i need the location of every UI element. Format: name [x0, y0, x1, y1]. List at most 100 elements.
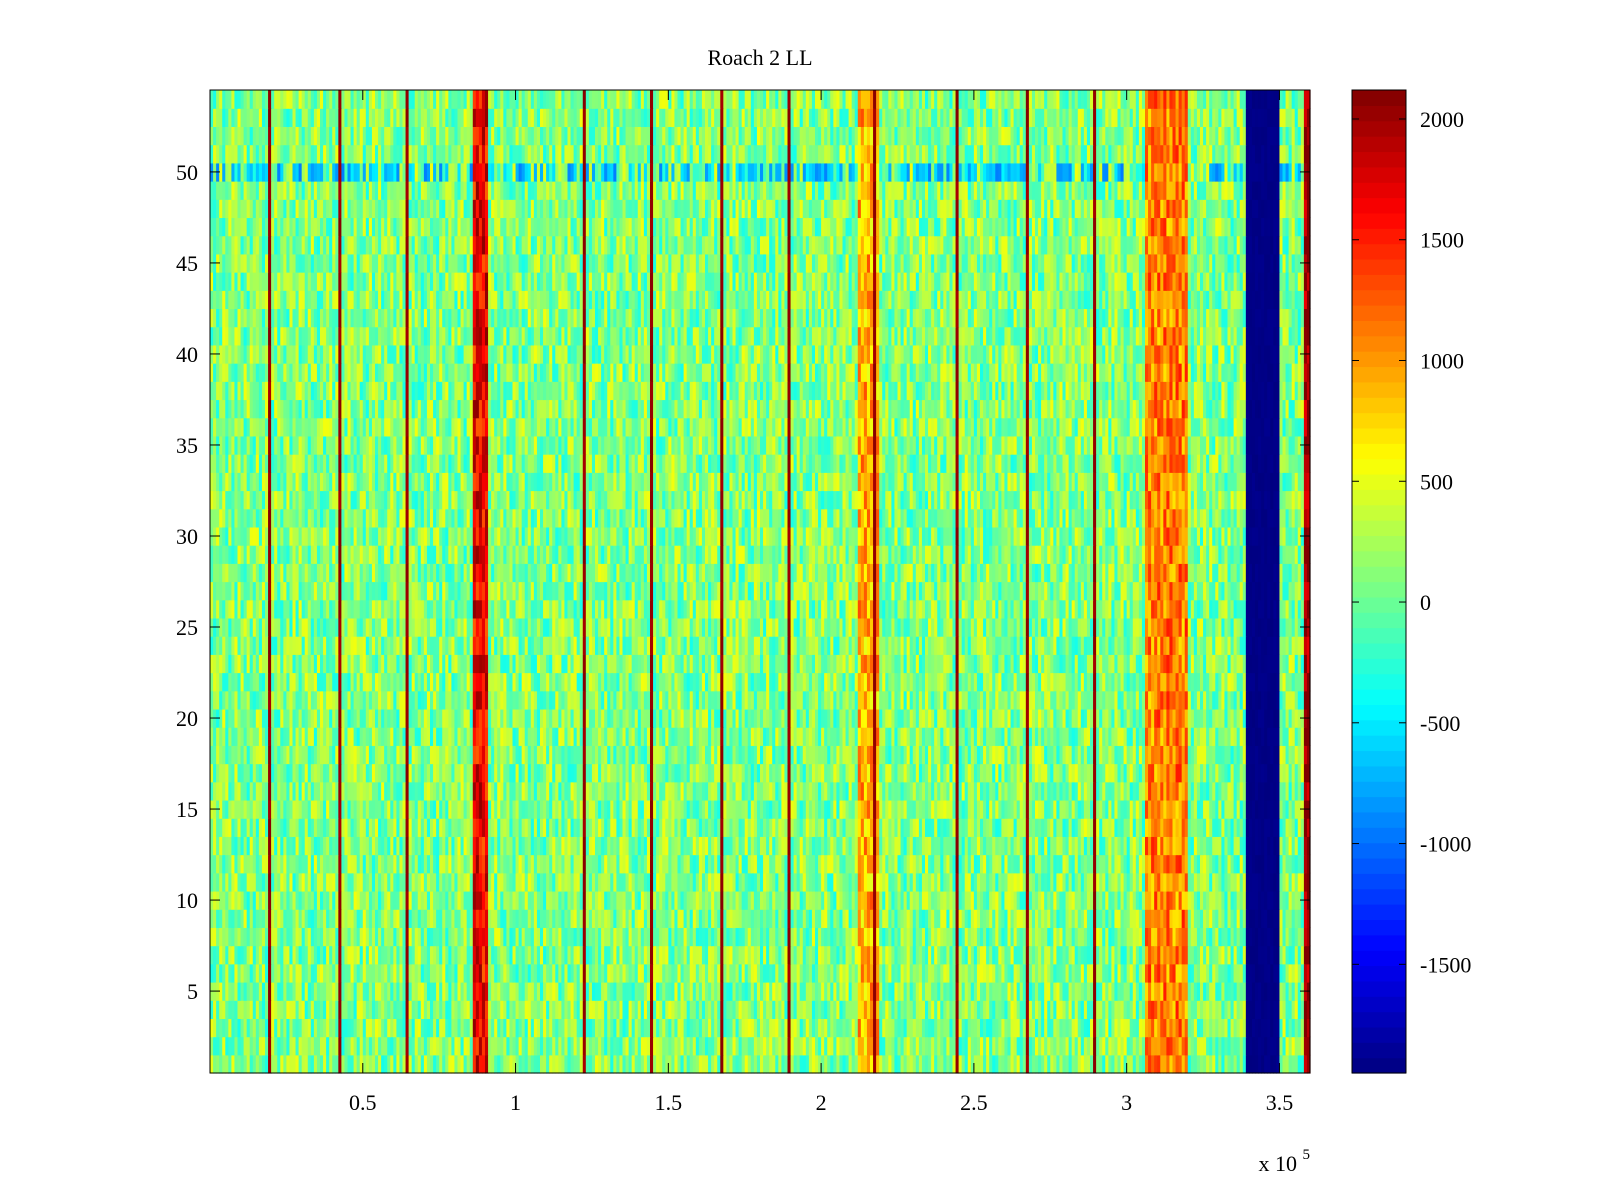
heatmap-cell — [1028, 1036, 1033, 1056]
heatmap-cell — [527, 1036, 532, 1056]
heatmap-cell — [335, 1018, 339, 1038]
heatmap-cell — [515, 1054, 520, 1074]
heatmap-cell — [650, 1054, 654, 1074]
heatmap-cell — [879, 1054, 883, 1074]
heatmap-cell — [417, 872, 422, 892]
heatmap-cell — [735, 945, 740, 965]
heatmap-cell — [1215, 890, 1219, 910]
heatmap-cell — [1077, 890, 1082, 910]
heatmap-cell — [353, 1036, 358, 1056]
heatmap-cell — [650, 927, 654, 947]
heatmap-cell — [1151, 1036, 1155, 1056]
heatmap-cell — [420, 872, 425, 892]
heatmap-cell — [1151, 927, 1155, 947]
heatmap-cell — [396, 963, 401, 983]
heatmap-cell — [1028, 909, 1033, 928]
heatmap-cell — [732, 981, 737, 1001]
heatmap-cell — [1010, 909, 1015, 928]
heatmap-cell — [219, 1000, 223, 1019]
heatmap-cell — [430, 945, 434, 965]
heatmap-cell — [265, 909, 269, 928]
heatmap-cell — [258, 1000, 263, 1019]
heatmap-cell — [708, 872, 712, 892]
heatmap-cell — [338, 927, 342, 947]
heatmap-cell — [359, 909, 364, 928]
heatmap-cell — [469, 1054, 474, 1074]
heatmap-cell — [787, 963, 792, 983]
heatmap-cell — [546, 927, 550, 947]
heatmap-cell — [252, 909, 257, 928]
heatmap-cell — [359, 1000, 364, 1019]
heatmap-cell — [747, 1018, 752, 1038]
heatmap-cell — [808, 1054, 813, 1074]
heatmap-cell — [848, 1054, 853, 1074]
heatmap-cell — [1178, 981, 1183, 1001]
heatmap-cell — [1059, 981, 1064, 1001]
heatmap-cell — [1053, 981, 1057, 1001]
heatmap-cell — [1233, 981, 1238, 1001]
heatmap-cell — [460, 909, 465, 928]
heatmap-cell — [946, 945, 951, 965]
heatmap-cell — [1151, 890, 1155, 910]
heatmap-cell — [298, 872, 303, 892]
heatmap-cell — [414, 1054, 419, 1074]
heatmap-cell — [964, 890, 969, 910]
heatmap-cell — [1239, 963, 1244, 983]
heatmap-cell — [472, 945, 477, 965]
heatmap-cell — [1086, 1054, 1091, 1074]
heatmap-cell — [1166, 909, 1171, 928]
heatmap-cell — [228, 963, 232, 983]
heatmap-cell — [552, 1000, 556, 1019]
heatmap-cell — [1203, 1054, 1207, 1074]
heatmap-cell — [258, 1054, 263, 1074]
heatmap-cell — [277, 945, 281, 965]
heatmap-cell — [1132, 1018, 1137, 1038]
heatmap-cell — [967, 909, 972, 928]
heatmap-cell — [1083, 981, 1088, 1001]
heatmap-cell — [918, 909, 923, 928]
heatmap-cell — [549, 1018, 553, 1038]
heatmap-cell — [1065, 981, 1070, 1001]
heatmap-cell — [882, 927, 886, 947]
heatmap-cell — [921, 981, 926, 1001]
heatmap-cell — [1108, 927, 1112, 947]
heatmap-cell — [674, 909, 679, 928]
heatmap-cell — [255, 963, 260, 983]
heatmap-cell — [396, 872, 401, 892]
heatmap-cell — [1013, 1054, 1018, 1074]
heatmap-cell — [668, 890, 672, 910]
heatmap-cell — [240, 890, 245, 910]
heatmap-cell — [1047, 981, 1051, 1001]
heatmap-cell — [1261, 1036, 1265, 1056]
heatmap-cell — [784, 945, 789, 965]
heatmap-cell — [665, 981, 669, 1001]
heatmap-cell — [442, 872, 446, 892]
heatmap-cell — [426, 909, 431, 928]
heatmap-cell — [1184, 1000, 1189, 1019]
heatmap-cell — [341, 963, 346, 983]
heatmap-cell — [714, 890, 718, 910]
heatmap-cell — [1236, 1054, 1241, 1074]
heatmap-cell — [842, 963, 847, 983]
heatmap-cell — [802, 1000, 807, 1019]
heatmap-cell — [497, 909, 501, 928]
heatmap-cell — [1200, 890, 1204, 910]
heatmap-cell — [738, 1036, 743, 1056]
heatmap-cell — [625, 963, 630, 983]
heatmap-cell — [689, 945, 694, 965]
heatmap-cell — [552, 1036, 556, 1056]
heatmap-cell — [1294, 1018, 1299, 1038]
heatmap-cell — [695, 1036, 700, 1056]
heatmap-cell — [472, 963, 477, 983]
heatmap-cell — [622, 1000, 627, 1019]
heatmap-cell — [481, 981, 486, 1001]
heatmap-cell — [711, 945, 715, 965]
heatmap-cell — [463, 1036, 468, 1056]
heatmap-cell — [662, 909, 666, 928]
heatmap-cell — [1215, 1000, 1219, 1019]
heatmap-cell — [332, 927, 336, 947]
heatmap-cell — [1221, 1018, 1226, 1038]
heatmap-cell — [720, 945, 724, 965]
heatmap-cell — [668, 963, 672, 983]
heatmap-cell — [1071, 927, 1076, 947]
